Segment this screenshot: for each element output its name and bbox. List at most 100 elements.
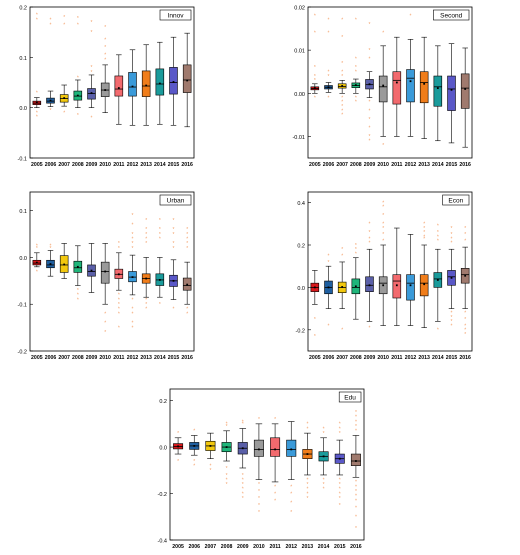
mean-marker (63, 263, 66, 266)
outlier-point: * (464, 317, 466, 323)
x-tick-label: 2008 (72, 162, 84, 168)
x-tick-label: 2008 (350, 355, 362, 361)
outlier-point: * (314, 317, 316, 323)
x-tick-label: 2009 (364, 355, 376, 361)
outlier-point: * (314, 31, 316, 37)
mean-marker (35, 101, 38, 104)
outlier-point: * (104, 58, 106, 64)
y-tick-label: -0.1 (18, 157, 27, 163)
mean-marker (63, 97, 66, 100)
outlier-point: * (314, 13, 316, 19)
x-tick-label: 2013 (418, 162, 430, 168)
outlier-point: * (328, 74, 330, 80)
outlier-point: * (132, 232, 134, 238)
outlier-point: * (290, 510, 292, 516)
y-tick-label: 0.00 (294, 92, 305, 98)
outlier-point: * (341, 61, 343, 67)
outlier-point: * (118, 311, 120, 317)
outlier-point: * (437, 234, 439, 240)
outlier-point: * (306, 477, 308, 483)
outlier-point: * (173, 227, 175, 233)
panel-title: Second (440, 13, 462, 20)
outlier-point: * (355, 70, 357, 76)
outlier-point: * (341, 70, 343, 76)
plot-frame (29, 191, 195, 352)
outlier-point: * (355, 429, 357, 435)
outlier-point: * (314, 78, 316, 84)
outlier-point: * (159, 218, 161, 224)
outlier-point: * (77, 22, 79, 28)
box-2014 (155, 68, 165, 96)
x-tick-label: 2015 (334, 544, 346, 550)
mean-marker (76, 265, 79, 268)
outlier-point: * (118, 302, 120, 308)
outlier-point: * (339, 487, 341, 493)
outlier-point: * (104, 311, 106, 317)
outlier-point: * (258, 510, 260, 516)
x-tick-label: 2015 (168, 355, 180, 361)
x-tick-label: 2010 (377, 162, 389, 168)
mean-marker (464, 88, 467, 90)
mean-marker (104, 270, 107, 273)
mean-marker (186, 283, 189, 286)
outlier-point: * (173, 307, 175, 313)
outlier-point: * (50, 17, 52, 23)
outlier-point: * (145, 237, 147, 243)
outlier-point: * (132, 325, 134, 331)
x-tick-label: 2007 (58, 162, 70, 168)
outlier-point: * (209, 463, 211, 469)
outlier-point: * (242, 477, 244, 483)
outlier-point: * (369, 134, 371, 140)
outlier-point: * (274, 498, 276, 504)
x-tick-label: 2011 (113, 355, 124, 361)
box-2013 (419, 71, 429, 104)
outlier-point: * (341, 253, 343, 259)
x-tick-label: 2010 (253, 544, 265, 550)
panel-title-box (338, 391, 362, 403)
outlier-point: * (145, 227, 147, 233)
y-tick-label: 0.0 (19, 106, 27, 112)
outlier-point: * (193, 459, 195, 465)
outlier-point: * (258, 503, 260, 509)
outlier-point: * (339, 422, 341, 428)
mean-marker (172, 81, 175, 83)
outlier-point: * (451, 236, 453, 242)
outlier-point: * (145, 297, 147, 303)
x-tick-label: 2013 (140, 355, 152, 361)
outlier-point: * (464, 332, 466, 338)
panel-title-box (159, 9, 192, 21)
outlier-point: * (382, 226, 384, 232)
mean-marker (258, 448, 260, 451)
y-tick-label: 0.0 (19, 256, 27, 262)
outlier-point: * (118, 246, 120, 252)
y-tick-label: -0.2 (18, 350, 27, 356)
mean-marker (76, 94, 79, 97)
x-tick-label: 2007 (58, 355, 70, 361)
outlier-point: * (177, 459, 179, 465)
chart-panel-innov: -0.10.00.10.2Innov*****2005***2006***200… (18, 6, 195, 168)
mean-marker (395, 284, 398, 287)
mean-marker (49, 99, 52, 102)
outlier-point: * (132, 311, 134, 317)
outlier-point: * (77, 75, 79, 81)
outlier-point: * (369, 230, 371, 236)
chart-panel-edu: -0.4-0.20.00.2Edu**2005***2006**2007****… (158, 388, 365, 550)
outlier-point: * (242, 482, 244, 488)
outlier-point: * (132, 223, 134, 229)
outlier-point: * (77, 288, 79, 294)
plot-frame (307, 191, 473, 352)
y-tick-label: 0.2 (159, 399, 167, 405)
outlier-point: * (328, 253, 330, 259)
mean-marker (131, 276, 134, 279)
y-tick-label: 0.4 (297, 201, 305, 207)
outlier-point: * (226, 422, 228, 428)
outlier-point: * (306, 491, 308, 497)
outlier-point: * (186, 241, 188, 247)
mean-marker (90, 269, 93, 272)
outlier-point: * (186, 237, 188, 243)
outlier-point: * (50, 244, 52, 250)
x-tick-label: 2008 (72, 355, 84, 361)
mean-marker (90, 92, 93, 94)
x-tick-label: 2010 (99, 355, 111, 361)
